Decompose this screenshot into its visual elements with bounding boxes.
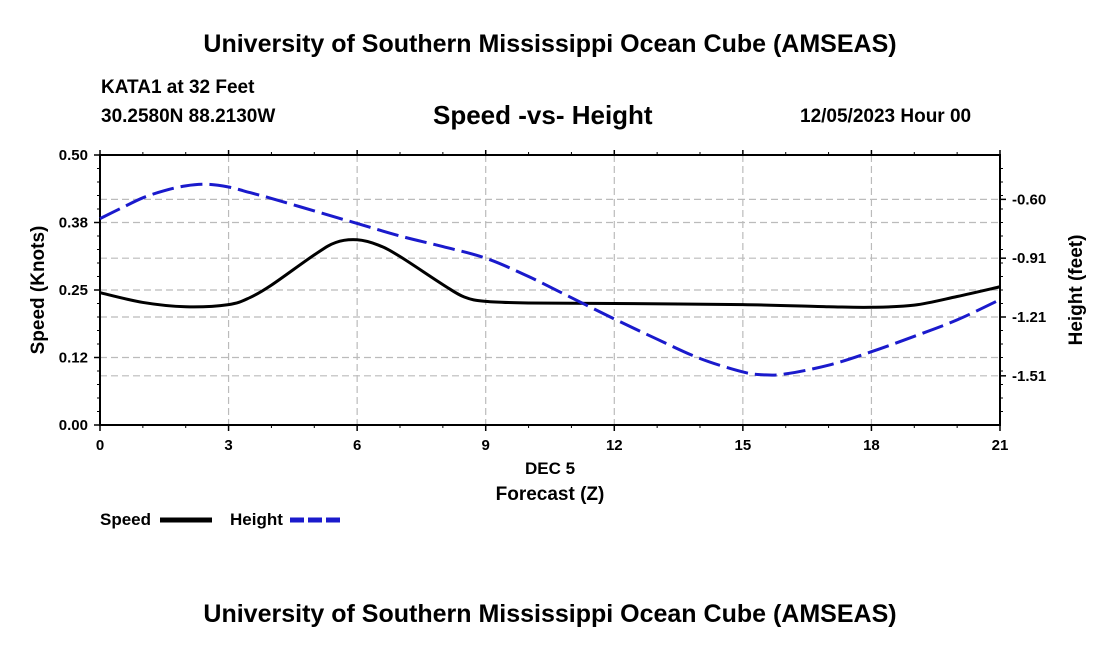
y-tick-label: 0.12 bbox=[59, 350, 88, 367]
y-tick-label: 0.00 bbox=[59, 417, 88, 434]
y2-axis-label: Height (feet) bbox=[1066, 235, 1087, 346]
station-label: KATA1 at 32 Feet bbox=[101, 77, 255, 98]
x-tick-label: 6 bbox=[353, 437, 361, 454]
y-tick-label: 0.50 bbox=[59, 147, 88, 164]
y2-tick-label: -1.51 bbox=[1012, 368, 1046, 385]
x-tick-label: 21 bbox=[992, 437, 1009, 454]
grid-layer bbox=[100, 155, 1000, 425]
legend-speed-label: Speed bbox=[100, 510, 152, 529]
series-line-height bbox=[99, 182, 1001, 377]
legend-height-label: Height bbox=[230, 510, 283, 529]
y-axis-label: Speed (Knots) bbox=[28, 226, 49, 355]
y2-tick-label: -1.21 bbox=[1012, 309, 1046, 326]
x-tick-label: 0 bbox=[96, 437, 104, 454]
coordinates-label: 30.2580N 88.2130W bbox=[101, 106, 276, 127]
page-title-bottom: University of Southern Mississippi Ocean… bbox=[203, 600, 897, 628]
x-tick-label: 3 bbox=[224, 437, 232, 454]
x-axis-label: Forecast (Z) bbox=[496, 484, 605, 505]
x-tick-label: 12 bbox=[606, 437, 623, 454]
x-tick-label: 9 bbox=[482, 437, 490, 454]
ticks-layer: 0 3 6 9 12 15 18 21 0.00 0.12 0.25 0.38 0.50 -0.60 -0.… bbox=[59, 147, 1046, 454]
legend-speed-swatch bbox=[160, 517, 212, 523]
y2-tick-label: -0.91 bbox=[1012, 250, 1046, 267]
page-title-top: University of Southern Mississippi Ocean… bbox=[203, 30, 897, 58]
legend-height-swatch bbox=[290, 517, 342, 523]
x-date-label: DEC 5 bbox=[525, 459, 575, 478]
chart-title: Speed -vs- Height bbox=[433, 100, 653, 130]
y-tick-label: 0.25 bbox=[59, 282, 88, 299]
y-tick-label: 0.38 bbox=[59, 215, 88, 232]
y2-tick-label: -0.60 bbox=[1012, 191, 1046, 208]
series-layer bbox=[99, 182, 1001, 377]
series-line-speed bbox=[99, 238, 1001, 309]
x-tick-label: 15 bbox=[735, 437, 752, 454]
x-tick-label: 18 bbox=[863, 437, 880, 454]
datetime-label: 12/05/2023 Hour 00 bbox=[800, 106, 972, 127]
